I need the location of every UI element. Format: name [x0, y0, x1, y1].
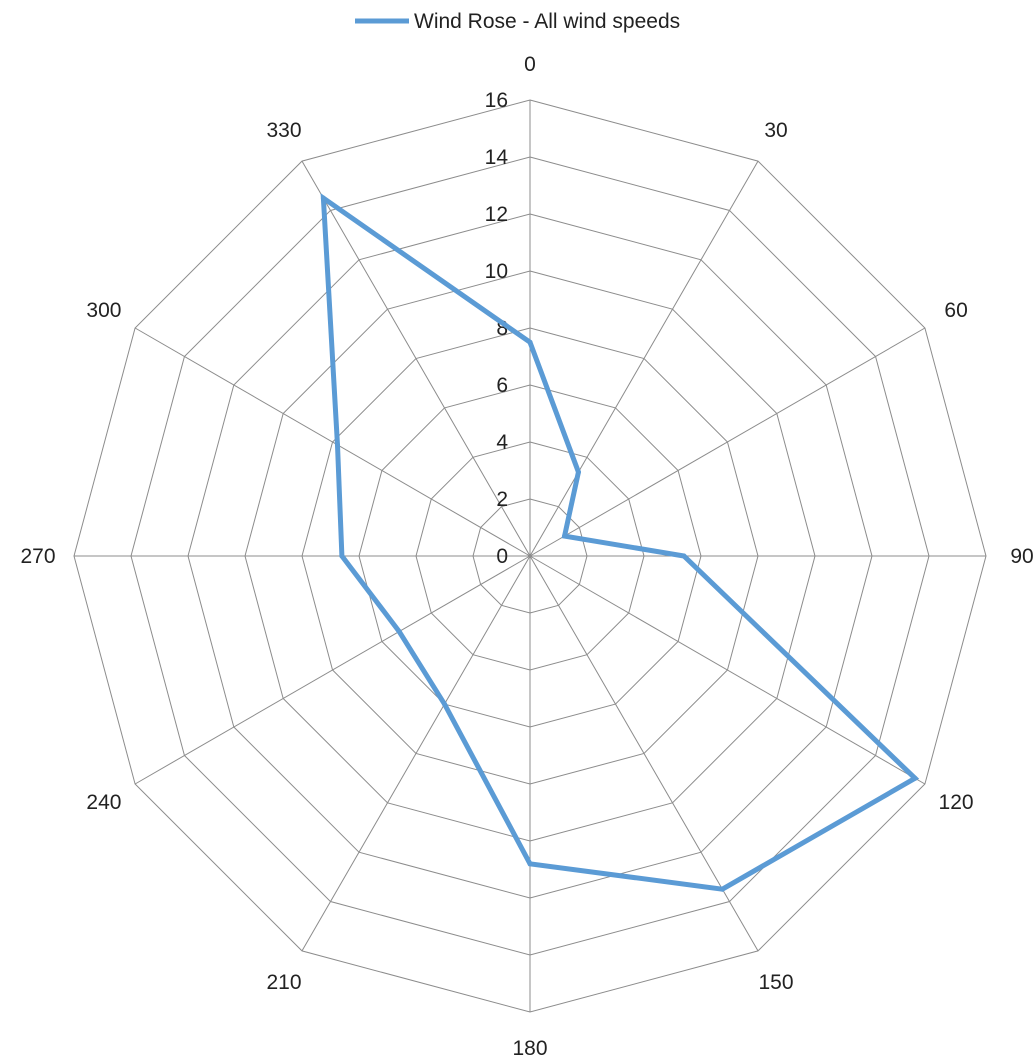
tick-label-6: 6: [496, 374, 508, 397]
spoke-240: [134, 555, 531, 785]
data-point-30: [575, 469, 581, 475]
legend: Wind Rose - All wind speeds: [355, 10, 680, 33]
tick-label-4: 4: [496, 431, 508, 454]
data-point-90: [681, 553, 687, 559]
spoke-210: [301, 555, 531, 952]
radar-spokes: [74, 100, 986, 1012]
direction-label-330: 330: [266, 119, 301, 142]
tick-label-0: 0: [496, 545, 508, 568]
spoke-120: [529, 555, 926, 785]
direction-label-60: 60: [944, 299, 967, 322]
data-point-60: [562, 533, 568, 539]
legend-label: Wind Rose - All wind speeds: [414, 10, 680, 33]
radial-tick-labels: 0 2 4 6 8 10 12 14 16: [485, 89, 509, 568]
data-point-300: [334, 442, 340, 448]
spoke-60: [529, 327, 926, 557]
tick-label-2: 2: [496, 488, 508, 511]
spoke-300: [134, 327, 531, 557]
data-point-210: [442, 701, 447, 707]
data-point-270: [339, 553, 345, 559]
direction-label-240: 240: [86, 791, 121, 814]
direction-label-150: 150: [758, 971, 793, 994]
series-line-0: [320, 193, 920, 892]
tick-label-12: 12: [485, 203, 508, 226]
tick-label-14: 14: [485, 146, 509, 169]
direction-label-30: 30: [764, 119, 787, 142]
tick-label-10: 10: [485, 260, 508, 283]
data-point-240: [396, 629, 402, 635]
series-layer: [320, 193, 920, 892]
tick-label-8: 8: [496, 317, 508, 340]
direction-label-210: 210: [266, 971, 301, 994]
direction-label-90: 90: [1010, 545, 1033, 568]
direction-label-300: 300: [86, 299, 121, 322]
data-point-180: [527, 861, 533, 867]
data-point-0: [527, 339, 533, 345]
data-point-330: [320, 195, 326, 201]
spoke-30: [529, 160, 759, 557]
direction-label-180: 180: [512, 1037, 547, 1060]
direction-label-120: 120: [939, 791, 974, 814]
direction-label-0: 0: [524, 53, 536, 76]
spoke-330: [301, 160, 531, 557]
direction-label-270: 270: [20, 545, 55, 568]
data-point-150: [719, 886, 725, 892]
data-point-120: [912, 775, 918, 781]
tick-label-16: 16: [485, 89, 508, 112]
spoke-150: [529, 555, 759, 952]
